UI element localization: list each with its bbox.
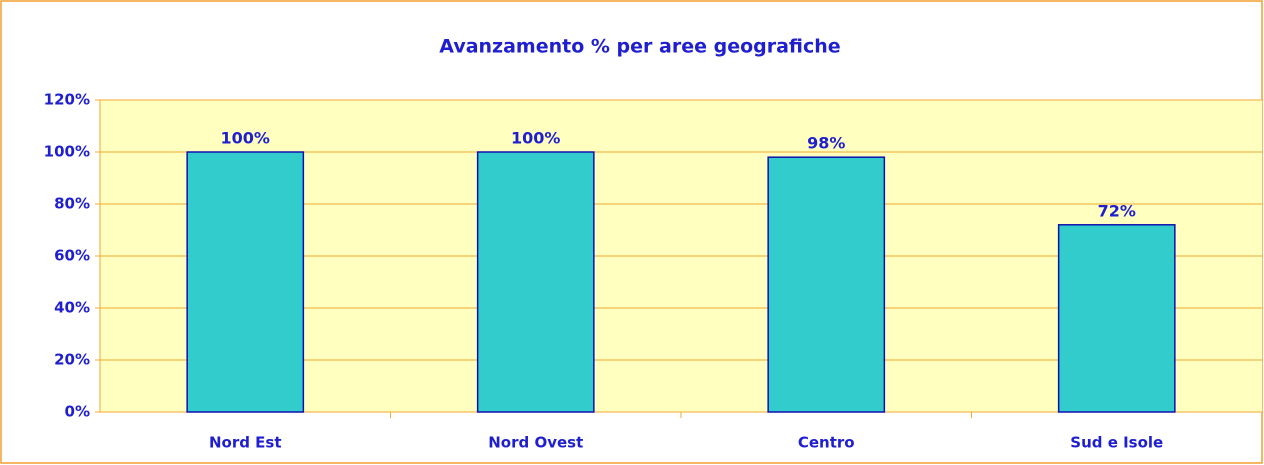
data-label: 98% — [807, 134, 845, 153]
x-tick-label: Nord Ovest — [488, 434, 583, 452]
bar — [476, 151, 595, 413]
x-tick-label: Centro — [798, 434, 855, 452]
data-label: 100% — [511, 129, 560, 148]
bar — [767, 156, 886, 413]
bar — [1057, 224, 1176, 413]
data-label: 100% — [221, 129, 270, 148]
y-tick-label: 40% — [54, 299, 90, 317]
y-tick-label: 120% — [44, 91, 90, 109]
data-label: 72% — [1098, 201, 1136, 220]
bar — [186, 151, 305, 413]
y-tick-label: 60% — [54, 247, 90, 265]
y-tick-label: 80% — [54, 195, 90, 213]
y-tick-label: 20% — [54, 351, 90, 369]
y-tick-label: 100% — [44, 143, 90, 161]
chart-title: Avanzamento % per aree geografiche — [439, 36, 840, 58]
x-tick-label: Sud e Isole — [1070, 434, 1163, 452]
y-tick-label: 0% — [65, 403, 90, 421]
x-tick-label: Nord Est — [209, 434, 282, 452]
